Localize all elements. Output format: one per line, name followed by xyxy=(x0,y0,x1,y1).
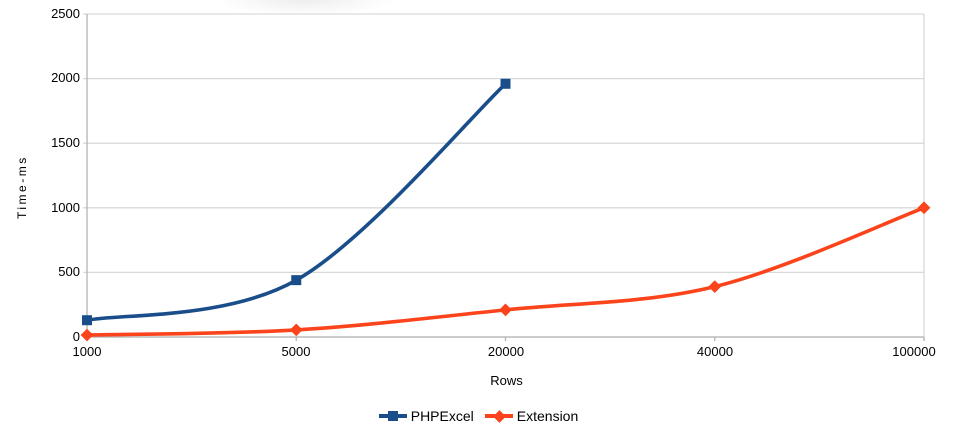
legend-line-swatch-phpexcel xyxy=(378,411,407,421)
x-tick-label: 5000 xyxy=(281,344,311,359)
legend-line-swatch-extension xyxy=(484,409,513,423)
x-axis-title: Rows xyxy=(0,373,957,388)
data-point-diamond-extension xyxy=(80,328,94,342)
y-axis-title: Time-ms xyxy=(15,155,29,219)
series-line-extension xyxy=(85,206,926,337)
legend-diamond-marker-icon xyxy=(492,409,506,423)
x-tick-label: 40000 xyxy=(696,344,734,359)
x-tick-label: 100000 xyxy=(892,344,936,359)
x-tick-label: 20000 xyxy=(487,344,525,359)
y-tick-label: 1000 xyxy=(51,200,80,215)
data-point-square-phpexcel xyxy=(82,315,92,326)
y-tick-label: 1500 xyxy=(51,135,80,150)
legend-label-extension: Extension xyxy=(516,408,579,424)
data-point-diamond-extension xyxy=(499,303,512,317)
y-tick-label: 2500 xyxy=(51,6,80,21)
legend-item-extension: Extension xyxy=(484,408,579,424)
y-tick-label: 2000 xyxy=(51,70,80,85)
data-point-diamond-extension xyxy=(289,323,303,337)
data-point-square-phpexcel xyxy=(500,78,511,89)
x-tick-label: 1000 xyxy=(72,344,102,359)
series-line-phpexcel xyxy=(85,81,508,323)
data-point-diamond-extension xyxy=(917,201,931,215)
legend: PHPExcel Extension xyxy=(0,405,957,427)
legend-square-marker-icon xyxy=(387,411,398,421)
data-point-square-phpexcel xyxy=(291,275,302,286)
top-shadow-artifact xyxy=(205,0,405,13)
legend-item-phpexcel: PHPExcel xyxy=(378,408,474,424)
y-tick-label: 0 xyxy=(72,329,80,344)
y-tick-label: 500 xyxy=(58,264,80,279)
x-axis-title-text: Rows xyxy=(490,373,523,388)
data-point-diamond-extension xyxy=(708,280,722,293)
legend-label-phpexcel: PHPExcel xyxy=(410,408,474,424)
